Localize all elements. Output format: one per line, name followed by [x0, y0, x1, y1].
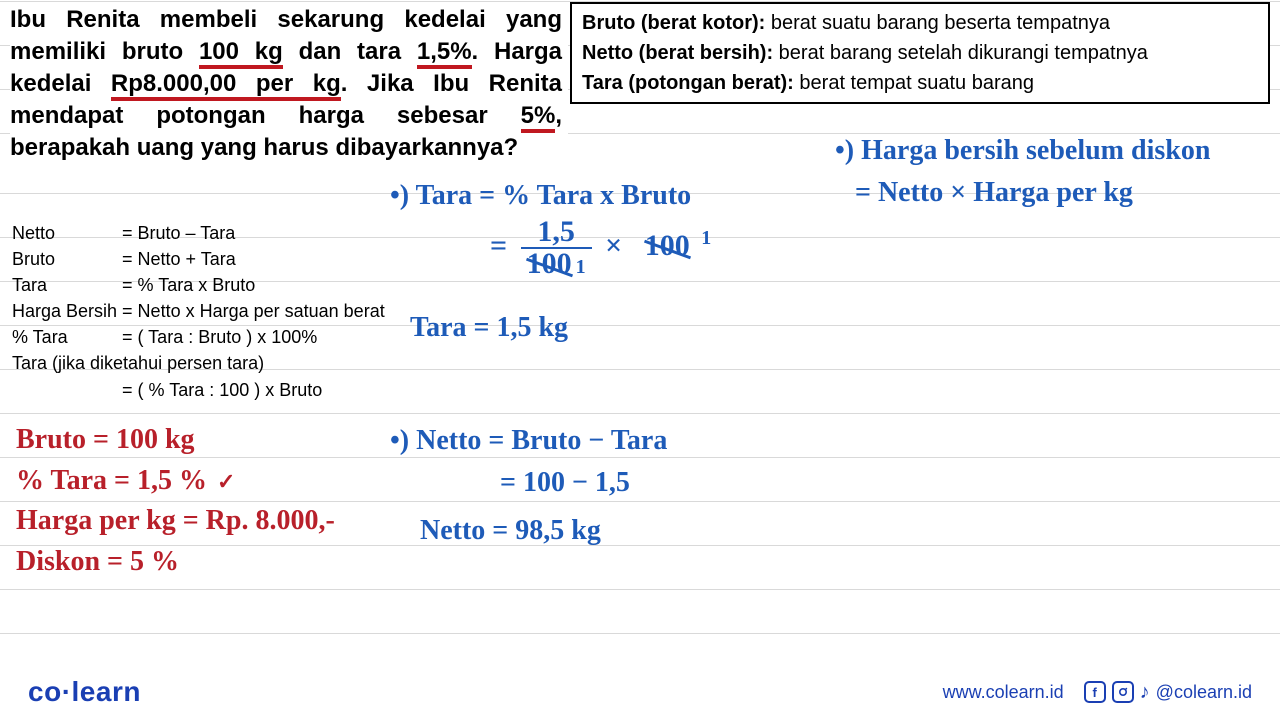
underline-5pct: 5% — [521, 102, 556, 133]
problem-line: dan tara — [283, 38, 417, 65]
social-handle: @colearn.id — [1156, 682, 1252, 703]
formula-value: = % Tara x Bruto — [122, 272, 255, 298]
instagram-icon — [1112, 681, 1134, 703]
given-bruto: Bruto = 100 kg — [16, 420, 416, 461]
given-values: Bruto = 100 kg % Tara = 1,5 % ✓ Harga per… — [16, 420, 416, 582]
netto-formula: •) Netto = Bruto − Tara — [390, 420, 820, 462]
brand-logo: co·learn — [28, 676, 141, 708]
formula-label: Netto — [12, 220, 122, 246]
problem-line: potongan harga sebesar — [156, 102, 520, 129]
formula-label: Tara — [12, 272, 122, 298]
formula-line: Harga Bersih = Netto x Harga per satuan … — [12, 298, 432, 324]
cancelled-100: 100 — [645, 223, 690, 268]
netto-calculation: •) Netto = Bruto − Tara = 100 − 1,5 Nett… — [390, 420, 820, 552]
definitions-box: Bruto (berat kotor): berat suatu barang … — [570, 2, 1270, 104]
underline-100kg: 100 kg — [199, 38, 283, 69]
def-bruto-term: Bruto (berat kotor): — [582, 12, 765, 34]
fraction-num: 1,5 — [521, 217, 592, 249]
problem-text: Ibu Renita membeli sekarung kedelai yang… — [10, 4, 568, 164]
def-tara-term: Tara (potongan berat): — [582, 72, 794, 94]
brand-learn: learn — [72, 676, 141, 707]
netto-result: Netto = 98,5 kg — [390, 510, 820, 552]
formula-label: Bruto — [12, 246, 122, 272]
footer: co·learn www.colearn.id f ♪ @colearn.id — [0, 664, 1280, 720]
harga-title: •) Harga bersih sebelum diskon — [835, 130, 1265, 172]
underline-price: Rp8.000,00 per kg — [111, 70, 341, 101]
tiktok-icon: ♪ — [1140, 681, 1150, 704]
formula-value: = Netto + Tara — [122, 246, 236, 272]
footer-url: www.colearn.id — [943, 682, 1064, 703]
tara-formula: •) Tara = % Tara x Bruto — [390, 175, 790, 217]
fraction: 1,5 1001 — [521, 217, 592, 279]
one-sub: 1 — [576, 256, 586, 278]
times: × — [605, 229, 622, 262]
formula-reference: Netto= Bruto – Tara Bruto= Netto + Tara … — [12, 220, 432, 403]
underline-1-5pct: 1,5% — [417, 38, 472, 69]
formula-line: Tara (jika diketahui persen tara) — [12, 350, 432, 376]
problem-line: harus dibayarkannya? — [263, 134, 518, 161]
given-harga: Harga per kg = Rp. 8.000,- — [16, 501, 416, 542]
given-tara: % Tara = 1,5 % — [16, 465, 207, 496]
cancelled-100: 100 — [527, 249, 572, 279]
brand-co: co — [28, 676, 62, 707]
def-netto-text: berat barang setelah dikurangi tempatnya — [773, 42, 1148, 64]
tara-calculation: •) Tara = % Tara x Bruto = 1,5 1001 × 10… — [390, 175, 790, 349]
tara-result: Tara = 1,5 kg — [390, 307, 790, 349]
formula-value: = Bruto – Tara — [122, 220, 235, 246]
harga-calculation: •) Harga bersih sebelum diskon = Netto ×… — [835, 130, 1265, 214]
given-diskon: Diskon = 5 % — [16, 542, 416, 583]
formula-value: = ( Tara : Bruto ) x 100% — [122, 324, 317, 350]
facebook-icon: f — [1084, 681, 1106, 703]
one-sup: 1 — [701, 227, 711, 249]
social-icons: f ♪ @colearn.id — [1084, 681, 1252, 704]
harga-formula: = Netto × Harga per kg — [835, 172, 1265, 214]
footer-right: www.colearn.id f ♪ @colearn.id — [943, 681, 1252, 704]
check-icon: ✓ — [217, 469, 235, 494]
def-netto-term: Netto (berat bersih): — [582, 42, 773, 64]
problem-line: bruto — [122, 38, 199, 65]
formula-label: % Tara — [12, 324, 122, 350]
def-bruto-text: berat suatu barang beserta tempatnya — [765, 12, 1110, 34]
netto-substitution: = 100 − 1,5 — [390, 462, 820, 504]
def-tara-text: berat tempat suatu barang — [794, 72, 1034, 94]
equals: = — [490, 229, 507, 262]
formula-line: = ( % Tara : 100 ) x Bruto — [12, 377, 432, 403]
